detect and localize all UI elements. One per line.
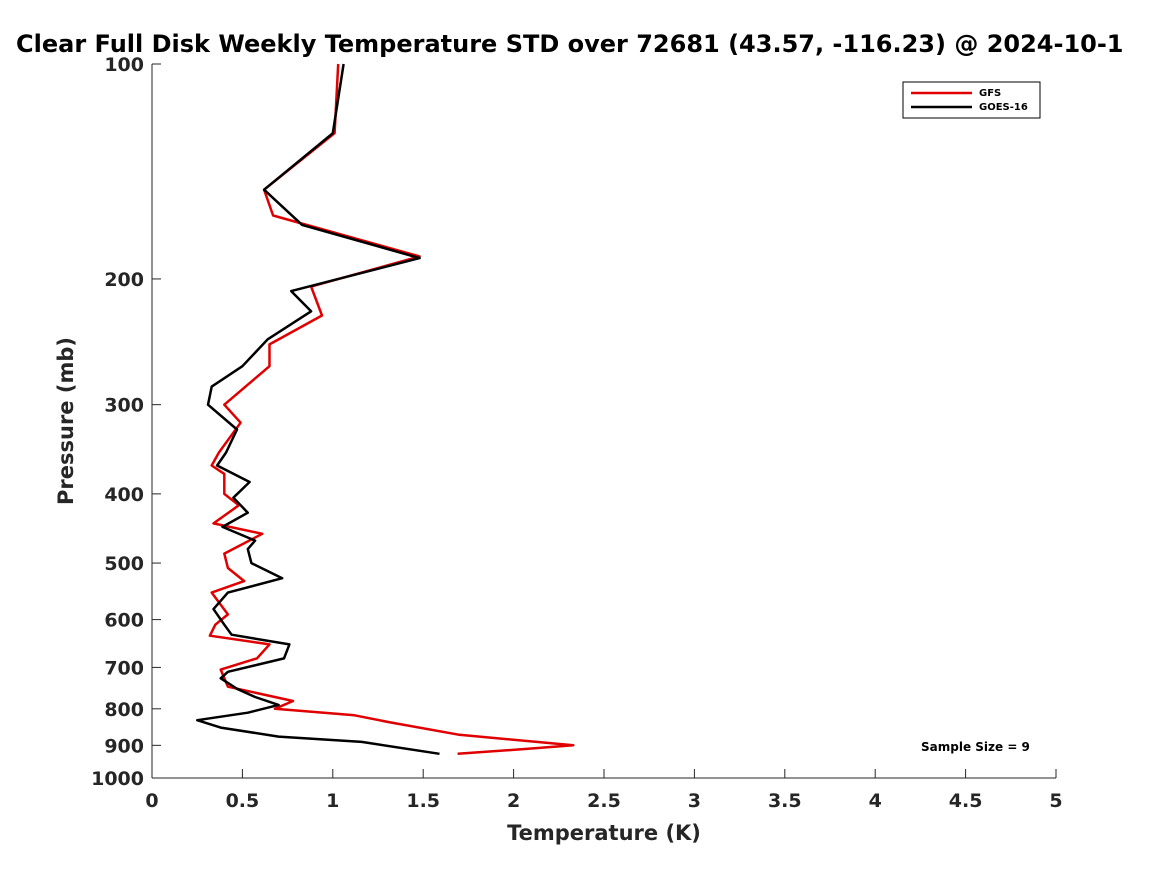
axes: 0 0.5 1 1.5 2 2.5 3 3.5 4 4.5 5 100 200 300 400 500 600 7… [91,54,1063,812]
sample-size-annotation: Sample Size = 9 [921,740,1030,754]
y-tick-label: 800 [104,699,144,721]
legend-box [902,81,1041,119]
x-tick-label: 4 [869,790,882,812]
x-tick-label: 3 [688,790,701,812]
y-tick-label: 500 [104,553,144,575]
legend-label-gfs: GFS [979,88,1001,99]
y-tick-label: 100 [104,54,144,76]
y-axis-label: Pressure (mb) [54,337,78,505]
y-tick-label: 900 [104,735,144,757]
y-tick-label: 700 [104,657,144,679]
series-line-goes16 [195,63,440,756]
x-tick-label: 0.5 [226,790,260,812]
x-tick-label: 4.5 [949,790,983,812]
series-group [195,63,575,756]
legend-label-goes16: GOES-16 [979,102,1028,113]
x-tick-label: 5 [1049,790,1062,812]
y-tick-label: 600 [104,610,144,632]
legend: GFS GOES-16 [902,81,1041,119]
y-tick-label: 300 [104,395,144,417]
x-tick-label: 1.5 [406,790,440,812]
x-axis-label: Temperature (K) [507,821,701,845]
x-tick-label: 2.5 [587,790,621,812]
x-tick-label: 0 [145,790,158,812]
x-tick-label: 1 [326,790,339,812]
y-tick-label: 1000 [91,768,144,790]
x-tick-label: 3.5 [768,790,802,812]
series-line-gfs [208,63,575,756]
y-tick-label: 200 [104,269,144,291]
x-tick-label: 2 [507,790,520,812]
y-tick-label: 400 [104,484,144,506]
chart-title: Clear Full Disk Weekly Temperature STD o… [16,30,1124,58]
